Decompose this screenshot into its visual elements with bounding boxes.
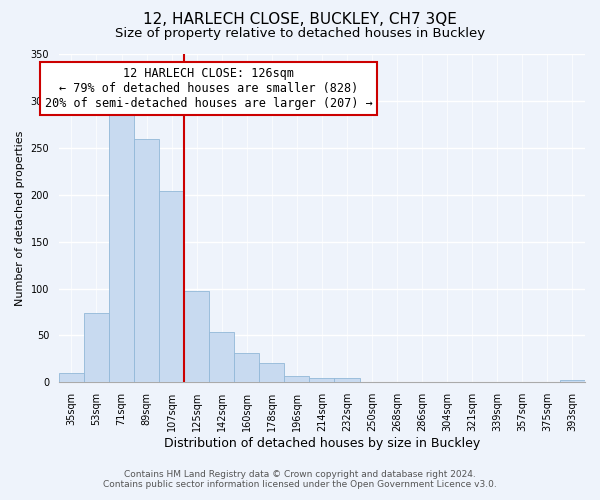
Bar — [159, 191, 184, 382]
Bar — [310, 378, 334, 382]
Bar — [234, 354, 259, 382]
Bar — [59, 373, 84, 382]
Bar — [184, 292, 209, 382]
Bar — [209, 332, 234, 382]
Bar — [560, 380, 585, 382]
Bar — [134, 140, 159, 382]
X-axis label: Distribution of detached houses by size in Buckley: Distribution of detached houses by size … — [164, 437, 480, 450]
Bar — [84, 313, 109, 382]
Text: Contains HM Land Registry data © Crown copyright and database right 2024.
Contai: Contains HM Land Registry data © Crown c… — [103, 470, 497, 489]
Text: 12, HARLECH CLOSE, BUCKLEY, CH7 3QE: 12, HARLECH CLOSE, BUCKLEY, CH7 3QE — [143, 12, 457, 28]
Bar — [284, 376, 310, 382]
Bar — [109, 114, 134, 382]
Bar — [334, 378, 359, 382]
Text: Size of property relative to detached houses in Buckley: Size of property relative to detached ho… — [115, 28, 485, 40]
Y-axis label: Number of detached properties: Number of detached properties — [15, 130, 25, 306]
Text: 12 HARLECH CLOSE: 126sqm
← 79% of detached houses are smaller (828)
20% of semi-: 12 HARLECH CLOSE: 126sqm ← 79% of detach… — [45, 67, 373, 110]
Bar — [259, 362, 284, 382]
